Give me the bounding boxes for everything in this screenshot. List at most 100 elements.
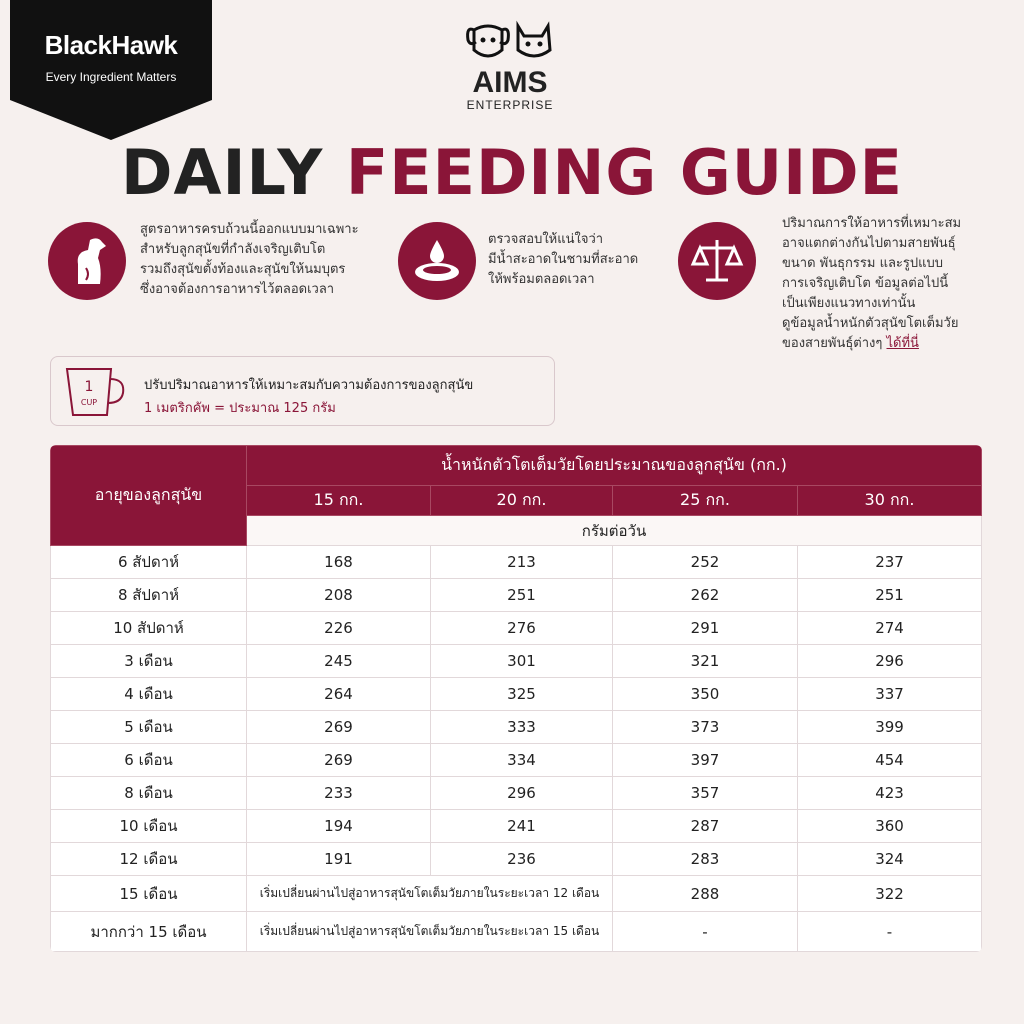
value-cell: 333 <box>430 710 613 744</box>
cup-unit: CUP <box>81 398 97 407</box>
title-part: FEEDING GUIDE <box>345 136 903 209</box>
value-cell: 399 <box>796 710 983 744</box>
weight-label: 30 กก. <box>796 485 983 516</box>
water-icon <box>398 222 476 300</box>
cup-note: 1 CUP ปรับปริมาณอาหารให้เหมาะสมกับความต้… <box>50 356 555 426</box>
partner-sub: ENTERPRISE <box>466 98 554 112</box>
scale-icon <box>678 222 756 300</box>
value-cell: 296 <box>430 776 613 810</box>
value-cell: 213 <box>430 545 613 579</box>
cup-text: 1 เมตริกคัพ = ประมาณ 125 กรัม <box>144 401 336 416</box>
note-cell: เริ่มเปลี่ยนผ่านไปสู่อาหารสุนัขโตเต็มวัย… <box>246 875 613 912</box>
age-cell: 10 เดือน <box>50 809 247 843</box>
weight-label: 20 กก. <box>430 485 613 516</box>
value-cell: 191 <box>246 842 431 876</box>
age-cell: มากกว่า 15 เดือน <box>50 911 247 952</box>
value-cell: 241 <box>430 809 613 843</box>
page-title: DAILY FEEDING GUIDE <box>0 136 1024 209</box>
info-line: ของสายพันธุ์ต่างๆ ได้ที่นี่ <box>782 334 961 354</box>
info-line: อาจแตกต่างกันไปตามสายพันธุ์ <box>782 236 956 251</box>
table-body: 6 สัปดาห์ 168 213 252 237 8 สัปดาห์ 208 251 262 2… <box>50 545 983 952</box>
value-cell: 360 <box>796 809 983 843</box>
info-link[interactable]: ได้ที่นี่ <box>886 336 919 351</box>
age-cell: 4 เดือน <box>50 677 247 711</box>
value-cell: 236 <box>430 842 613 876</box>
table-row: 12 เดือน 191 236 283 324 <box>50 842 983 876</box>
table-row: 6 เดือน 269 334 397 454 <box>50 743 983 777</box>
value-cell: 226 <box>246 611 431 645</box>
value-cell: 325 <box>430 677 613 711</box>
info-line: ของสายพันธุ์ต่างๆ <box>782 336 883 351</box>
value-cell: 252 <box>612 545 798 579</box>
info-line: สำหรับลูกสุนัขที่กำลังเจริญเติบโต <box>140 242 326 257</box>
value-cell: 208 <box>246 578 431 612</box>
table-row: 5 เดือน 269 333 373 399 <box>50 710 983 744</box>
info-line: มีน้ำสะอาดในชามที่สะอาด <box>488 252 639 267</box>
info-text: ปริมาณการให้อาหารที่เหมาะสม อาจแตกต่างกั… <box>782 214 961 354</box>
age-cell: 10 สัปดาห์ <box>50 611 247 645</box>
value-cell: 245 <box>246 644 431 678</box>
info-line: ซึ่งอาจต้องการอาหารไว้ตลอดเวลา <box>140 282 335 297</box>
info-line: เป็นเพียงแนวทางเท่านั้น <box>782 296 916 311</box>
age-cell: 8 เดือน <box>50 776 247 810</box>
value-cell: 269 <box>246 743 431 777</box>
info-line: ปริมาณการให้อาหารที่เหมาะสม <box>782 216 962 231</box>
value-cell: - <box>796 911 983 952</box>
value-cell: 194 <box>246 809 431 843</box>
table-row: 4 เดือน 264 325 350 337 <box>50 677 983 711</box>
title-part: DAILY <box>121 136 324 209</box>
note-cell: เริ่มเปลี่ยนผ่านไปสู่อาหารสุนัขโตเต็มวัย… <box>246 911 613 952</box>
value-cell: 288 <box>612 875 798 912</box>
value-cell: 168 <box>246 545 431 579</box>
weight-header: น้ำหนักตัวโตเต็มวัยโดยประมาณของลูกสุนัข … <box>245 445 983 486</box>
value-cell: 291 <box>612 611 798 645</box>
value-cell: 274 <box>796 611 983 645</box>
cup-icon: 1 CUP <box>65 368 125 416</box>
value-cell: 269 <box>246 710 431 744</box>
table-row: 15 เดือน เริ่มเปลี่ยนผ่านไปสู่อาหารสุนัขโ… <box>50 875 983 912</box>
value-cell: 264 <box>246 677 431 711</box>
age-cell: 12 เดือน <box>50 842 247 876</box>
weight-label: 25 กก. <box>612 485 798 516</box>
weight-row: 15 กก. 20 กก. 25 กก. 30 กก. <box>51 485 983 516</box>
value-cell: 301 <box>430 644 613 678</box>
age-cell: 6 สัปดาห์ <box>50 545 247 579</box>
cup-number: 1 <box>85 379 94 395</box>
brand-banner <box>10 0 212 140</box>
info-text: ตรวจสอบให้แน่ใจว่า มีน้ำสะอาดในชามที่สะอ… <box>488 230 638 290</box>
table-row: 10 เดือน 194 241 287 360 <box>50 809 983 843</box>
age-cell: 3 เดือน <box>50 644 247 678</box>
value-cell: 350 <box>612 677 798 711</box>
age-header: อายุของลูกสุนัข <box>50 445 247 546</box>
value-cell: 334 <box>430 743 613 777</box>
table-row: 8 เดือน 233 296 357 423 <box>50 776 983 810</box>
table-row: 10 สัปดาห์ 226 276 291 274 <box>50 611 983 645</box>
table-row: 8 สัปดาห์ 208 251 262 251 <box>50 578 983 612</box>
partner-name: AIMS <box>472 66 548 99</box>
brand-name: BlackHawk <box>44 30 178 60</box>
table-row: 6 สัปดาห์ 168 213 252 237 <box>50 545 983 579</box>
cup-text: ปรับปริมาณอาหารให้เหมาะสมกับความต้องการข… <box>144 378 474 393</box>
feeding-table: อายุของลูกสุนัข น้ำหนักตัวโตเต็มวัยโดยปร… <box>50 445 983 952</box>
info-line: การเจริญเติบโต ข้อมูลต่อไปนี้ <box>782 276 949 291</box>
value-cell: 324 <box>796 842 983 876</box>
info-line: ตรวจสอบให้แน่ใจว่า <box>488 232 604 247</box>
value-cell: 262 <box>612 578 798 612</box>
value-cell: 397 <box>612 743 798 777</box>
table-row: มากกว่า 15 เดือน เริ่มเปลี่ยนผ่านไปสู่อาห… <box>50 911 983 952</box>
puppy-icon <box>48 222 126 300</box>
value-cell: 251 <box>430 578 613 612</box>
value-cell: 296 <box>796 644 983 678</box>
value-cell: 322 <box>796 875 983 912</box>
partner-logo: AIMS ENTERPRISE <box>440 20 580 112</box>
value-cell: 337 <box>796 677 983 711</box>
pet-icon <box>466 20 552 58</box>
weight-label: 15 กก. <box>246 485 431 516</box>
age-cell: 5 เดือน <box>50 710 247 744</box>
info-line: รวมถึงสุนัขตั้งท้องและสุนัขให้นมบุตร <box>140 262 346 277</box>
brand-logo: BlackHawk Every Ingredient Matters <box>10 0 212 140</box>
table-row: 3 เดือน 245 301 321 296 <box>50 644 983 678</box>
age-cell: 6 เดือน <box>50 743 247 777</box>
value-cell: 423 <box>796 776 983 810</box>
